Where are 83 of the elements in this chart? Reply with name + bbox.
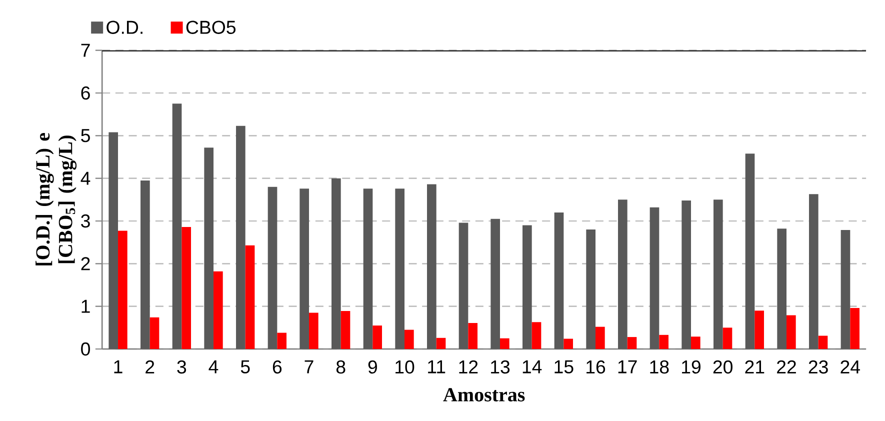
bar (458, 222, 468, 349)
bar (586, 230, 596, 349)
bar (722, 328, 732, 349)
bar (745, 154, 755, 349)
bar (340, 311, 350, 349)
y-tick-label: 7 (81, 44, 90, 57)
bar (777, 228, 786, 349)
bar (268, 186, 278, 349)
x-tick-label: 14 (522, 360, 542, 374)
y-tick-label: 4 (80, 172, 90, 185)
y-tick-label: 6 (81, 86, 90, 100)
bar (300, 188, 310, 349)
bar (468, 322, 478, 349)
x-tick-label: 12 (459, 360, 478, 374)
bar (372, 326, 382, 349)
x-tick-label: 21 (745, 360, 764, 374)
bar (754, 310, 764, 349)
bar (522, 225, 532, 349)
x-tick-label: 4 (208, 360, 218, 374)
y-tick-label: 0 (81, 342, 90, 356)
bar (808, 194, 818, 349)
legend-label: O.D. (106, 20, 142, 34)
bar (404, 330, 414, 349)
x-tick-label: 23 (808, 360, 828, 374)
x-tick-label: 6 (272, 360, 282, 374)
y-tick-label: 3 (81, 214, 90, 228)
bar (682, 200, 691, 349)
bar (596, 326, 605, 349)
bar (500, 338, 510, 349)
x-axis-title: Amostras (443, 388, 525, 402)
x-tick-label: 8 (336, 360, 346, 374)
bar (840, 230, 850, 349)
bar (713, 200, 723, 349)
bar (786, 315, 796, 349)
bar (363, 188, 373, 349)
bar (214, 271, 223, 349)
bar (532, 322, 542, 349)
y-tick-label: 5 (81, 129, 90, 142)
bar (108, 132, 118, 349)
bar (332, 178, 341, 349)
bar (172, 104, 182, 349)
bar (140, 180, 150, 349)
bar (691, 336, 700, 349)
x-tick-label: 7 (304, 360, 314, 374)
y-tick-label: 1 (82, 300, 90, 313)
bar (150, 317, 160, 349)
x-tick-label: 5 (240, 360, 250, 374)
bar (618, 200, 628, 349)
bar (564, 338, 573, 349)
x-tick-label: 22 (777, 360, 796, 374)
bar (436, 338, 446, 349)
bar (427, 184, 436, 349)
bar (204, 148, 214, 349)
x-tick-label: 9 (368, 360, 377, 374)
x-tick-label: 11 (428, 360, 446, 374)
bar (490, 218, 500, 349)
x-tick-label: 3 (177, 360, 186, 374)
bar (850, 308, 860, 349)
bar (818, 336, 828, 349)
bar (650, 207, 660, 349)
y-tick-label: 2 (81, 257, 90, 270)
x-tick-label: 17 (618, 360, 637, 374)
bar (659, 334, 668, 349)
bar (554, 212, 564, 349)
x-tick-label: 16 (586, 360, 606, 374)
legend-label: CBO5 (186, 20, 236, 34)
bar (395, 188, 404, 349)
x-tick-label: 15 (554, 360, 574, 374)
bar (627, 337, 637, 349)
x-tick-label: 20 (713, 360, 732, 374)
bar (245, 245, 255, 349)
x-tick-label: 1 (114, 360, 122, 374)
bar (277, 332, 287, 349)
bar (118, 230, 128, 349)
x-tick-label: 13 (491, 360, 510, 374)
x-tick-label: 19 (682, 360, 700, 374)
x-tick-label: 2 (146, 360, 154, 374)
bar (182, 226, 192, 349)
x-tick-label: 18 (650, 360, 669, 374)
x-tick-label: 24 (840, 360, 860, 374)
bar (236, 126, 246, 349)
bar (309, 312, 318, 349)
x-tick-label: 10 (396, 360, 414, 374)
